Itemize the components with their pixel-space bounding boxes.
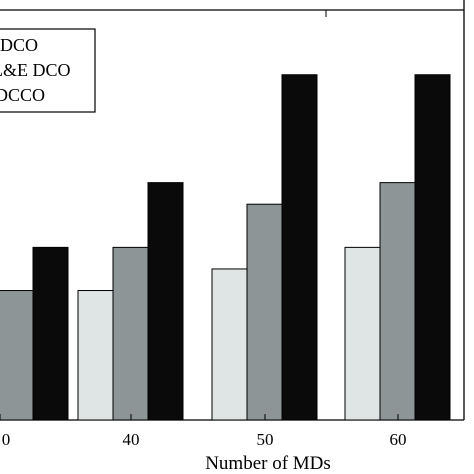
bar-dco-60 (344, 246, 381, 421)
bar-dcco-30 (32, 246, 69, 421)
bar-dcco-40 (147, 182, 184, 421)
x-axis-label: Number of MDs (205, 453, 331, 474)
x-tick-label-40: 40 (123, 430, 140, 449)
bar-dcco-60 (414, 74, 451, 421)
bar-l-e-dco-60 (379, 182, 416, 421)
bar-l-e-dco-40 (112, 246, 149, 421)
legend-entry-0: DCO (0, 35, 38, 55)
legend-entry-2: DCCO (0, 85, 45, 105)
bar-l-e-dco-50 (246, 203, 283, 421)
bar-dcco-50 (281, 74, 318, 421)
bar-l-e-dco-30 (0, 290, 34, 421)
legend-box (0, 28, 96, 113)
bar-dco-50 (211, 268, 248, 421)
bars (0, 74, 451, 421)
x-tick-label-0: 0 (2, 430, 11, 449)
legend: DCO L&E DCO DCCO (0, 28, 96, 113)
x-tick-label-60: 60 (390, 430, 407, 449)
x-ticks: 0 40 50 60 (0, 414, 407, 449)
bar-dco-40 (77, 290, 114, 421)
legend-entry-1: L&E DCO (0, 60, 71, 80)
x-tick-label-50: 50 (257, 430, 274, 449)
